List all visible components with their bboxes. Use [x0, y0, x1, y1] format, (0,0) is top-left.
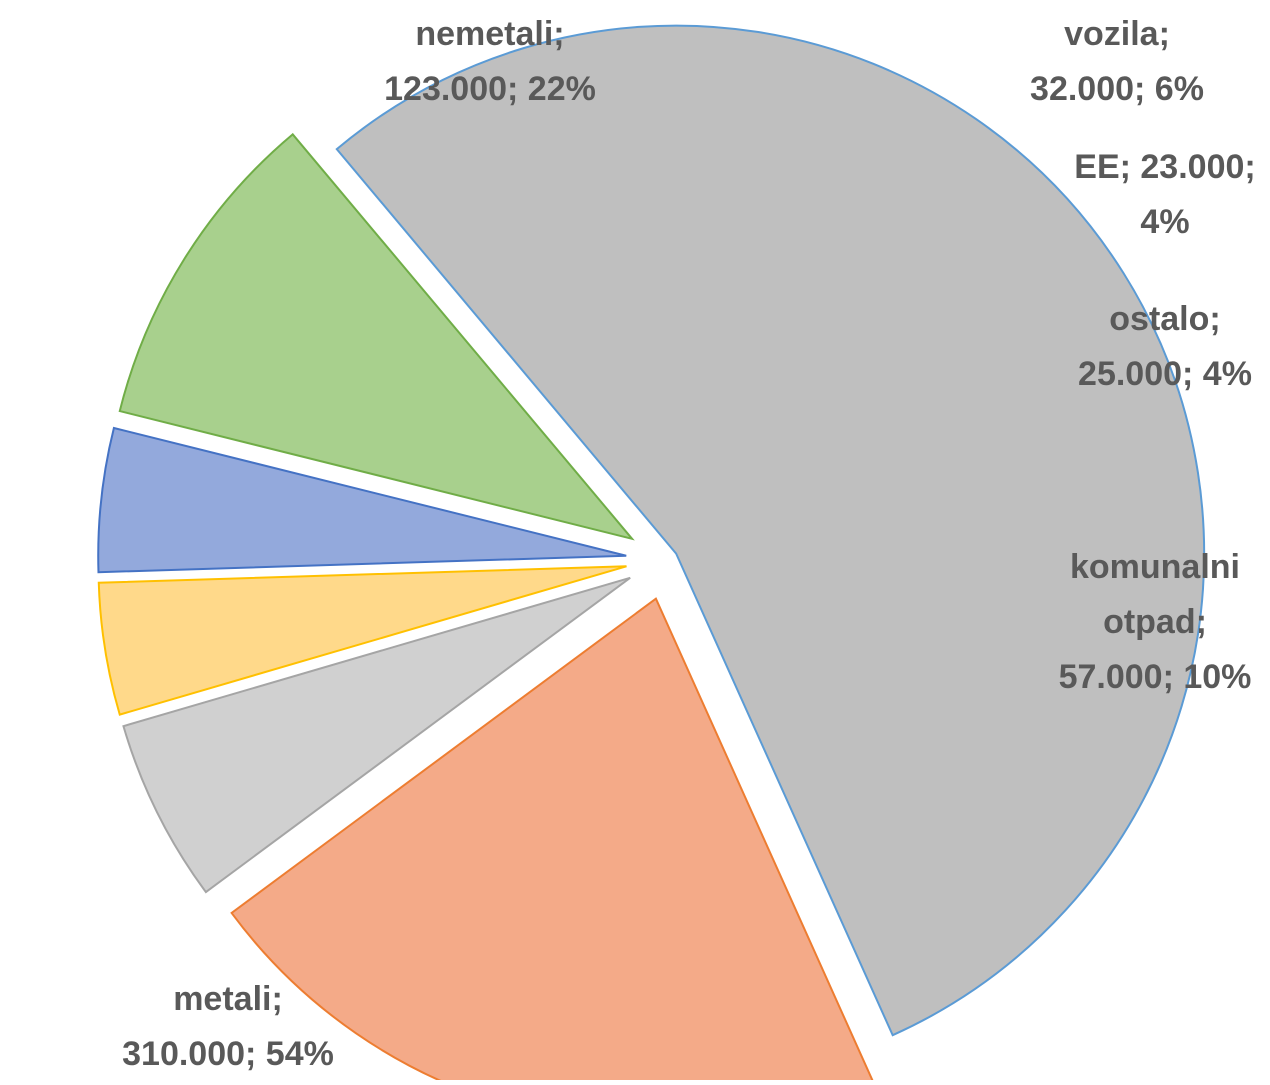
data-label-line: nemetali;: [415, 15, 564, 53]
labels-layer: metali; 310.000; 54% nemetali; 123.000; 22%…: [122, 15, 1256, 1073]
pie-slice-ostalo: [97, 426, 627, 574]
pie-slice-ee: [97, 565, 627, 716]
data-label-line: ostalo;: [1109, 300, 1220, 338]
pie-slice-komunalni-otpad: [118, 132, 635, 541]
data-label-komunalni-otpad: komunalni otpad; 57.000; 10%: [1059, 548, 1252, 696]
data-label-ostalo: ostalo; 25.000; 4%: [1078, 300, 1252, 393]
pie-slice-vozila: [122, 576, 631, 894]
pie-slice-metali: [335, 24, 1206, 1037]
data-label-line: 4%: [1140, 203, 1189, 241]
data-label-line: EE; 23.000;: [1074, 148, 1255, 186]
data-label-metali: metali; 310.000; 54%: [122, 980, 334, 1073]
data-label-line: 310.000; 54%: [122, 1035, 334, 1073]
data-label-line: vozila;: [1064, 15, 1170, 53]
data-label-line: otpad;: [1103, 603, 1207, 641]
data-label-ee: EE; 23.000; 4%: [1074, 148, 1255, 241]
data-label-line: 57.000; 10%: [1059, 658, 1252, 696]
data-label-line: 25.000; 4%: [1078, 355, 1252, 393]
data-label-line: 32.000; 6%: [1030, 70, 1204, 108]
data-label-vozila: vozila; 32.000; 6%: [1030, 15, 1204, 108]
data-label-nemetali: nemetali; 123.000; 22%: [384, 15, 596, 108]
pie-slice-nemetali: [230, 597, 874, 1085]
data-label-line: komunalni: [1070, 548, 1240, 586]
data-label-line: metali;: [173, 980, 283, 1018]
slices-layer: [97, 24, 1206, 1085]
data-label-line: 123.000; 22%: [384, 70, 596, 108]
